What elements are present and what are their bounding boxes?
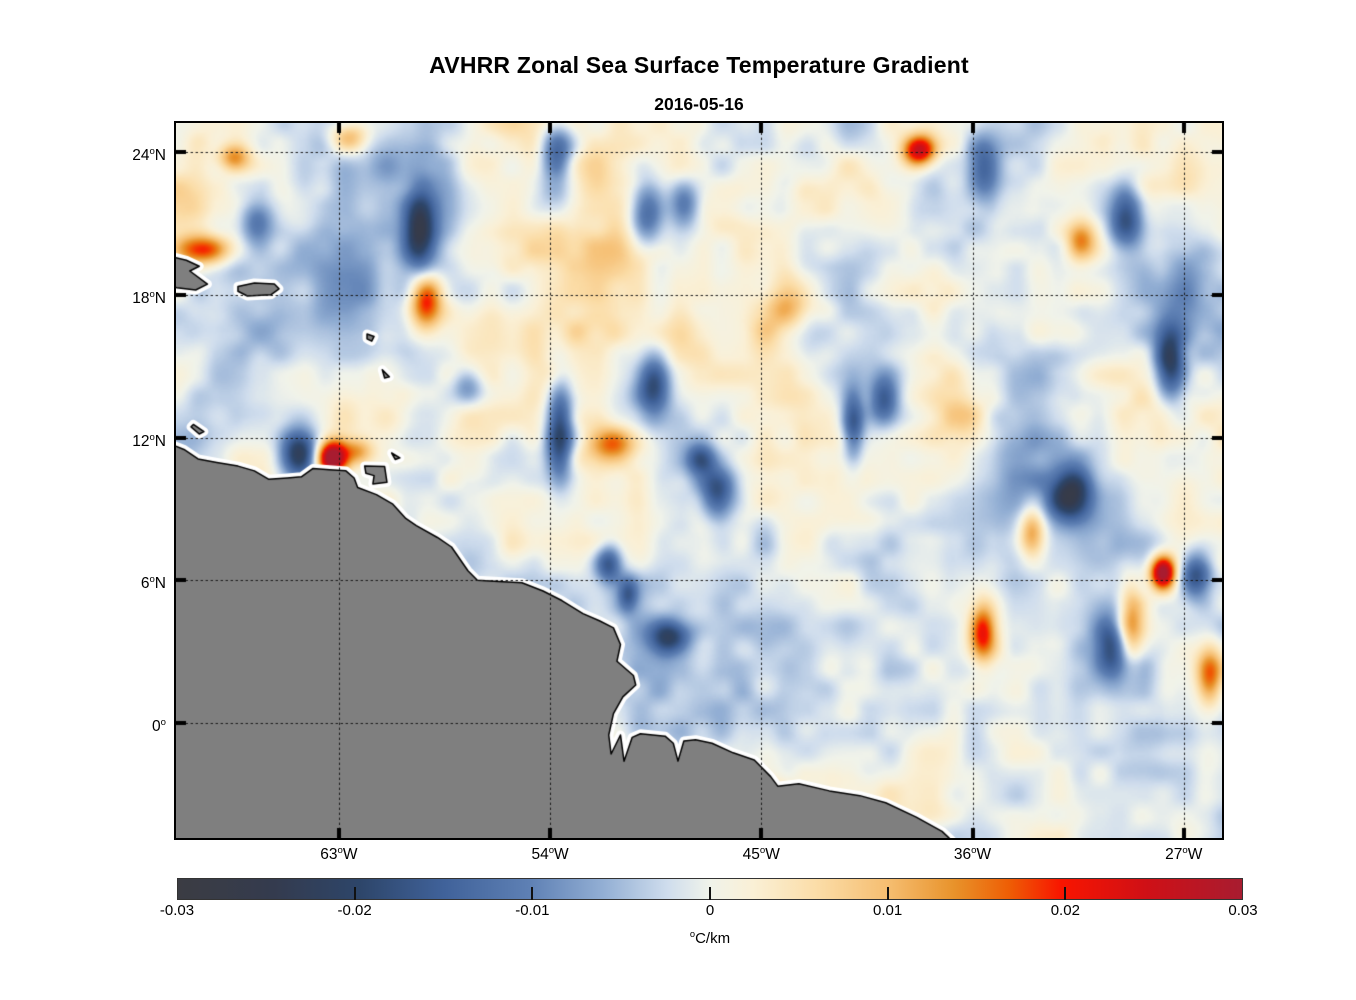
chart-title: AVHRR Zonal Sea Surface Temperature Grad… — [429, 52, 969, 78]
colorbar-tick — [353, 887, 356, 900]
chart-subtitle: 2016-05-16 — [654, 94, 744, 114]
colorbar-tick — [886, 887, 889, 900]
land-grid-overlay-canvas — [176, 123, 1222, 838]
colorbar-tick-label: -0.01 — [515, 902, 550, 919]
colorbar-tick-label: 0.01 — [873, 902, 903, 919]
x-axis-tick-label: 63oW — [320, 845, 358, 864]
colorbar-tick — [531, 887, 534, 900]
colorbar-tick-label: -0.02 — [337, 902, 372, 919]
y-axis-tick-label: 6oN — [140, 574, 166, 593]
colorbar-tick-label: 0.02 — [1050, 902, 1080, 919]
colorbar-tick — [1064, 887, 1067, 900]
y-axis-tick-label: 24oN — [132, 146, 166, 165]
colorbar-tick-label: 0.03 — [1228, 902, 1258, 919]
x-axis-tick-label: 54oW — [531, 845, 569, 864]
y-axis-tick-label: 12oN — [132, 431, 166, 450]
y-axis-tick-label: 18oN — [132, 288, 166, 307]
x-axis-tick-label: 45oW — [742, 845, 780, 864]
colorbar-tick — [709, 887, 711, 900]
x-axis-tick-label: 36oW — [953, 845, 992, 864]
colorbar-tick-label: 0 — [705, 902, 715, 919]
y-axis-tick-label: 0o — [152, 717, 166, 736]
x-axis-tick-label: 27oW — [1165, 845, 1203, 864]
colorbar-tick-label: -0.03 — [159, 902, 195, 919]
colorbar-units-label: oC/km — [689, 929, 731, 947]
